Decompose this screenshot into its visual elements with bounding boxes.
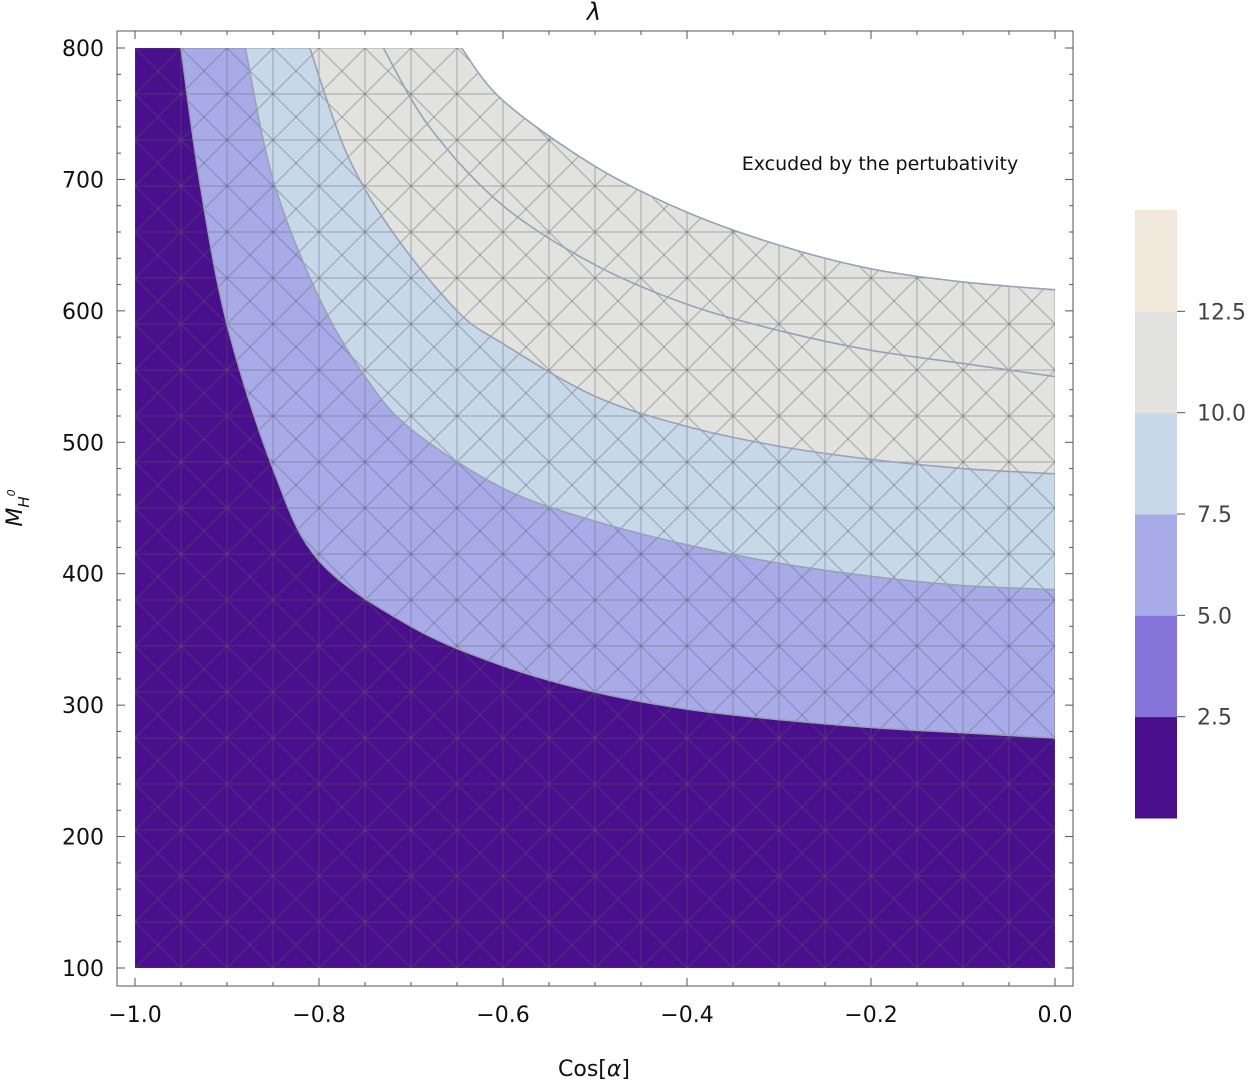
chart-title: λ xyxy=(585,0,601,26)
y-tick-label: 400 xyxy=(62,563,104,588)
legend-colorbar: 2.5 5.0 7.5 10.0 12.5 xyxy=(1135,210,1246,819)
legend-swatch xyxy=(1135,412,1177,515)
x-tick-labels: −1.0 −0.8 −0.6 −0.4 −0.2 0.0 xyxy=(108,1003,1072,1028)
axis-ticks xyxy=(117,31,1073,986)
legend-swatch xyxy=(1135,615,1177,718)
mesh-grid xyxy=(135,48,1055,968)
legend-swatch xyxy=(1135,716,1177,819)
svg-text:MH0: MH0 xyxy=(3,489,33,526)
legend-swatch xyxy=(1135,514,1177,616)
y-tick-label: 600 xyxy=(62,300,104,325)
y-axis-label: MH0 xyxy=(3,489,33,526)
contour-line-12.5 xyxy=(460,48,1055,291)
legend-tick-label: 5.0 xyxy=(1197,604,1232,629)
contour-line-10 xyxy=(382,48,1055,378)
y-axis-label-base: M xyxy=(3,508,28,527)
legend-tick-label: 10.0 xyxy=(1197,402,1246,427)
legend-swatch xyxy=(1135,311,1177,414)
y-tick-label: 300 xyxy=(62,694,104,719)
y-tick-labels: 100 200 300 400 500 600 700 800 xyxy=(62,37,104,982)
y-tick-label: 200 xyxy=(62,826,104,851)
x-tick-label: −0.4 xyxy=(660,1003,713,1028)
annotation-excluded: Excuded by the pertubativity xyxy=(742,153,1019,175)
y-tick-label: 800 xyxy=(62,37,104,62)
x-tick-label: 0.0 xyxy=(1038,1003,1073,1028)
legend-tick-label: 7.5 xyxy=(1197,503,1232,528)
x-tick-label: −0.6 xyxy=(476,1003,529,1028)
x-tick-label: −0.2 xyxy=(844,1003,897,1028)
y-axis-label-sup: 0 xyxy=(5,489,18,496)
x-tick-label: −1.0 xyxy=(108,1003,161,1028)
x-axis-label: Cos[α] xyxy=(558,1057,630,1082)
contour-line-2.5 xyxy=(180,48,1055,739)
contour-bands xyxy=(135,48,1055,968)
contour-line-7.5 xyxy=(309,48,1055,475)
band-below-2.5 xyxy=(135,48,1055,968)
y-tick-label: 500 xyxy=(62,431,104,456)
mesh-lines xyxy=(135,48,1055,968)
contour-line-5 xyxy=(244,48,1055,591)
legend-swatch xyxy=(1135,210,1177,312)
y-axis-label-sub: H xyxy=(15,496,33,507)
legend-tick-label: 12.5 xyxy=(1197,300,1246,325)
y-tick-label: 700 xyxy=(62,168,104,193)
contour-lines xyxy=(180,48,1055,739)
y-tick-label: 100 xyxy=(62,957,104,982)
legend-tick-label: 2.5 xyxy=(1197,706,1232,731)
x-tick-label: −0.8 xyxy=(292,1003,345,1028)
